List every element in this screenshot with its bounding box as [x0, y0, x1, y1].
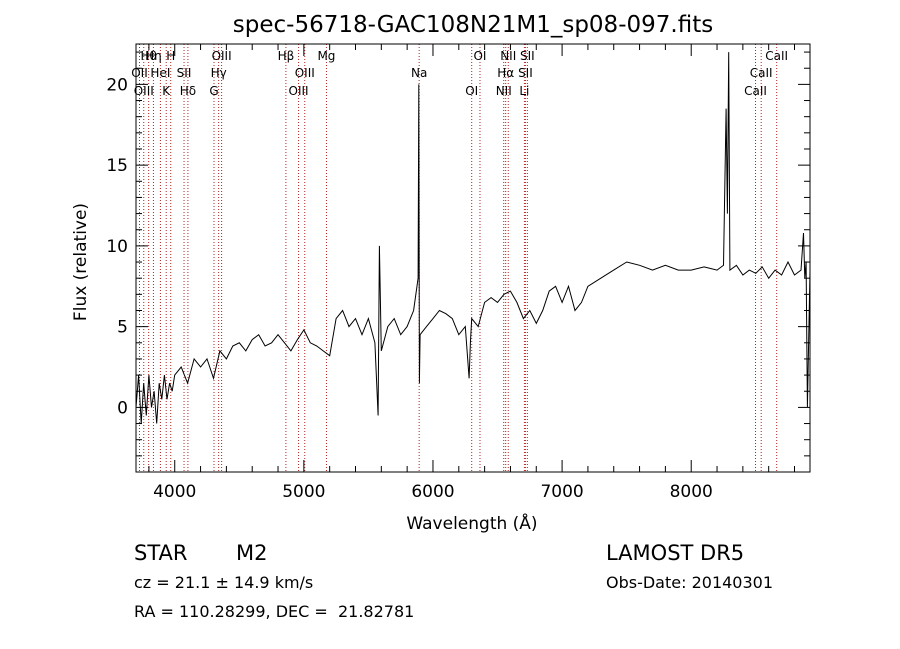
line-marker-label: OIII [212, 49, 232, 63]
line-marker-label: Hα [497, 66, 514, 80]
line-marker-label: Hγ [211, 66, 227, 80]
x-tick-label: 6000 [411, 482, 454, 502]
line-marker-label: HeI [150, 66, 170, 80]
line-marker-label: OI [465, 84, 478, 98]
chart-title: spec-56718-GAC108N21M1_sp08-097.fits [233, 12, 713, 38]
x-tick-label: 8000 [670, 482, 713, 502]
line-marker-label: NII [500, 49, 516, 63]
y-tick-label: 10 [106, 237, 128, 257]
line-marker-label: G [209, 84, 218, 98]
coordinates: RA = 110.28299, DEC = 21.82781 [134, 602, 415, 621]
line-marker-label: SII [520, 49, 535, 63]
x-tick-label: 5000 [282, 482, 325, 502]
line-marker-label: CaII [750, 66, 773, 80]
line-marker-label: Na [411, 66, 427, 80]
spectrum-line [135, 52, 811, 424]
x-tick-label: 7000 [540, 482, 583, 502]
line-marker-label: OII [131, 66, 148, 80]
line-marker-label: Hδ [180, 84, 196, 98]
axis-tick-labels: 4000 5000 6000 7000 8000 0 5 10 15 20 [106, 75, 712, 502]
line-marker-label: Hη [145, 49, 162, 63]
line-marker-label: CaII [765, 49, 788, 63]
x-axis-label: Wavelength (Å) [406, 512, 537, 534]
line-marker-label: SII [177, 66, 192, 80]
line-marker-label: OIII [134, 84, 154, 98]
plot-frame [135, 43, 811, 473]
observation-date: Obs-Date: 20140301 [606, 573, 774, 592]
line-marker-label: Mg [317, 49, 335, 63]
x-tick-label: 4000 [153, 482, 196, 502]
line-marker-label: K [162, 84, 171, 98]
line-marker-label: Hβ [278, 49, 295, 63]
y-axis-label: Flux (relative) [71, 203, 91, 321]
object-subclass: M2 [236, 541, 268, 565]
line-marker-label: OI [473, 49, 486, 63]
line-marker-label: OIII [295, 66, 315, 80]
line-marker-labels: HθOIIOIIIHηHeIKHSIIHδOIIIHγGHβOIIIOIIIMg… [131, 49, 788, 98]
y-tick-label: 20 [106, 75, 128, 95]
y-tick-label: 0 [117, 398, 128, 418]
line-marker-label: NII [496, 84, 512, 98]
y-tick-label: 5 [117, 318, 128, 338]
object-class: STAR [134, 541, 188, 565]
axis-ticks [136, 44, 810, 473]
line-marker-label: H [166, 49, 175, 63]
line-marker-label: Hθ [140, 49, 156, 63]
line-markers [138, 44, 778, 472]
y-tick-label: 15 [106, 156, 128, 176]
redshift-velocity: cz = 21.1 ± 14.9 km/s [134, 573, 314, 592]
line-marker-label: CaII [744, 84, 767, 98]
line-marker-label: SII [518, 66, 533, 80]
line-marker-label: OIII [289, 84, 309, 98]
survey-label: LAMOST DR5 [606, 541, 745, 565]
line-marker-label: Li [519, 84, 529, 98]
